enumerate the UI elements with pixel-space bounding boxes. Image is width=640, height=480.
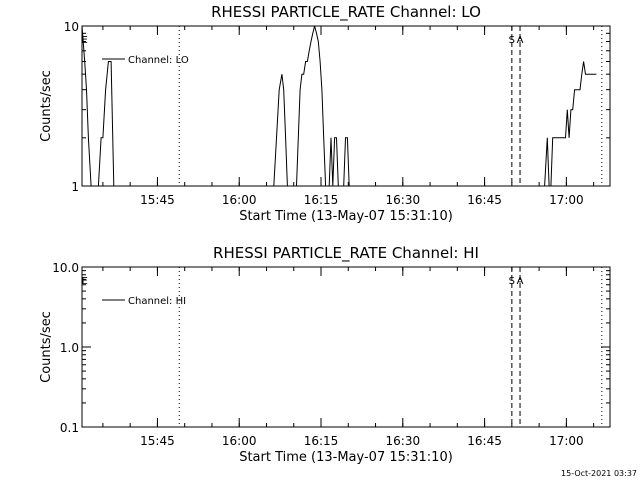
y-tick-label: 10 <box>64 20 79 34</box>
event-marker-label: E <box>82 35 88 46</box>
legend-label: Channel: LO <box>128 55 189 66</box>
x-tick-label: 16:15 <box>304 193 339 207</box>
x-tick-label: 16:45 <box>467 434 502 448</box>
y-tick-label: 1 <box>71 180 79 194</box>
event-marker-label: S <box>509 276 515 287</box>
x-tick-label: 16:45 <box>467 193 502 207</box>
x-tick-label: 17:00 <box>549 434 584 448</box>
x-tick-label: 15:45 <box>140 434 175 448</box>
x-axis-label: Start Time (13-May-07 15:31:10) <box>239 450 453 465</box>
x-tick-label: 16:30 <box>386 434 421 448</box>
x-axis-label: Start Time (13-May-07 15:31:10) <box>239 209 453 224</box>
event-marker-label: S <box>509 35 515 46</box>
x-tick-label: 16:00 <box>222 193 257 207</box>
y-axis-label: Counts/sec <box>39 311 54 383</box>
plot-frame <box>81 266 611 428</box>
x-tick-label: 16:00 <box>222 434 257 448</box>
plot-frame <box>81 25 611 187</box>
x-tick-label: 17:00 <box>549 193 584 207</box>
generation-timestamp: 15-Oct-2021 03:37 <box>561 469 637 478</box>
chart-title: RHESSI PARTICLE_RATE Channel: HI <box>213 244 479 263</box>
x-tick-label: 16:15 <box>304 434 339 448</box>
y-tick-label: 10.0 <box>52 261 79 275</box>
y-axis-label: Counts/sec <box>39 70 54 142</box>
x-tick-label: 15:45 <box>140 193 175 207</box>
event-marker-label: E <box>82 276 88 287</box>
x-tick-label: 16:30 <box>386 193 421 207</box>
event-marker-label: A <box>517 35 524 46</box>
series-line <box>81 25 597 187</box>
chart-title: RHESSI PARTICLE_RATE Channel: LO <box>211 3 481 22</box>
y-tick-label: 0.1 <box>60 421 79 435</box>
legend-label: Channel: HI <box>128 296 186 307</box>
y-tick-label: 1.0 <box>60 341 79 355</box>
event-marker-label: A <box>517 276 524 287</box>
